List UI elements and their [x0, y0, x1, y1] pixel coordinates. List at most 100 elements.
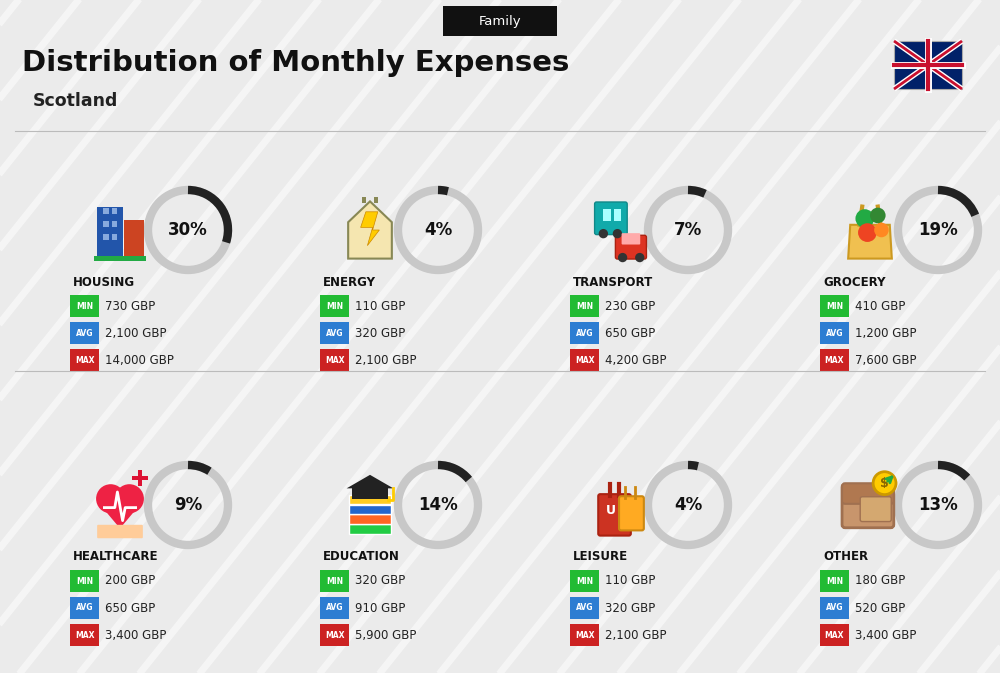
Text: AVG: AVG: [76, 328, 93, 337]
Text: 1,200 GBP: 1,200 GBP: [855, 326, 916, 339]
Text: Distribution of Monthly Expenses: Distribution of Monthly Expenses: [22, 49, 569, 77]
Text: 3,400 GBP: 3,400 GBP: [855, 629, 916, 641]
Text: MAX: MAX: [75, 631, 94, 639]
Text: 410 GBP: 410 GBP: [855, 299, 905, 312]
Text: $: $: [880, 476, 889, 490]
FancyBboxPatch shape: [132, 476, 148, 480]
FancyBboxPatch shape: [320, 295, 349, 317]
FancyBboxPatch shape: [70, 597, 99, 618]
FancyBboxPatch shape: [374, 197, 378, 203]
FancyBboxPatch shape: [112, 221, 117, 227]
Text: 910 GBP: 910 GBP: [355, 602, 405, 614]
Text: MAX: MAX: [575, 355, 594, 365]
Circle shape: [873, 472, 896, 495]
Text: 2,100 GBP: 2,100 GBP: [105, 326, 166, 339]
Text: OTHER: OTHER: [823, 551, 868, 563]
FancyBboxPatch shape: [97, 525, 143, 538]
FancyBboxPatch shape: [570, 349, 599, 371]
FancyBboxPatch shape: [603, 209, 611, 221]
FancyBboxPatch shape: [320, 597, 349, 618]
FancyBboxPatch shape: [103, 234, 109, 240]
FancyBboxPatch shape: [70, 625, 99, 646]
Text: AVG: AVG: [826, 328, 843, 337]
FancyBboxPatch shape: [70, 322, 99, 344]
Text: MAX: MAX: [75, 355, 94, 365]
FancyBboxPatch shape: [112, 208, 117, 215]
Circle shape: [96, 484, 125, 513]
FancyBboxPatch shape: [103, 208, 109, 215]
Text: MIN: MIN: [76, 302, 93, 310]
Text: 7%: 7%: [674, 221, 702, 239]
Text: 4%: 4%: [424, 221, 452, 239]
FancyBboxPatch shape: [860, 497, 891, 522]
FancyBboxPatch shape: [570, 570, 599, 592]
FancyBboxPatch shape: [820, 349, 849, 371]
Polygon shape: [361, 212, 379, 246]
Circle shape: [635, 253, 644, 262]
Text: LEISURE: LEISURE: [573, 551, 628, 563]
Text: 2,100 GBP: 2,100 GBP: [605, 629, 667, 641]
FancyBboxPatch shape: [615, 236, 646, 259]
Text: MIN: MIN: [576, 302, 593, 310]
Text: 14,000 GBP: 14,000 GBP: [105, 353, 174, 367]
FancyBboxPatch shape: [622, 233, 640, 244]
FancyBboxPatch shape: [320, 349, 349, 371]
FancyBboxPatch shape: [349, 505, 391, 514]
FancyBboxPatch shape: [349, 495, 391, 504]
FancyBboxPatch shape: [820, 597, 849, 618]
Text: 650 GBP: 650 GBP: [605, 326, 655, 339]
FancyBboxPatch shape: [320, 570, 349, 592]
Text: 13%: 13%: [918, 496, 958, 514]
FancyBboxPatch shape: [570, 597, 599, 618]
Text: MIN: MIN: [326, 577, 343, 586]
Text: HOUSING: HOUSING: [73, 275, 135, 289]
FancyBboxPatch shape: [570, 295, 599, 317]
FancyBboxPatch shape: [97, 207, 123, 258]
FancyBboxPatch shape: [112, 234, 117, 240]
FancyBboxPatch shape: [820, 322, 849, 344]
Text: TRANSPORT: TRANSPORT: [573, 275, 653, 289]
Text: 320 GBP: 320 GBP: [355, 326, 405, 339]
FancyBboxPatch shape: [570, 322, 599, 344]
Text: 650 GBP: 650 GBP: [105, 602, 155, 614]
FancyBboxPatch shape: [595, 202, 627, 235]
FancyBboxPatch shape: [349, 514, 391, 524]
Text: MIN: MIN: [76, 577, 93, 586]
FancyBboxPatch shape: [894, 41, 962, 89]
Text: 520 GBP: 520 GBP: [855, 602, 905, 614]
Text: 2,100 GBP: 2,100 GBP: [355, 353, 416, 367]
Circle shape: [618, 253, 627, 262]
Polygon shape: [347, 475, 393, 489]
FancyBboxPatch shape: [124, 219, 144, 258]
Text: Family: Family: [479, 15, 521, 28]
Circle shape: [115, 484, 144, 513]
Text: 230 GBP: 230 GBP: [605, 299, 655, 312]
Text: ENERGY: ENERGY: [323, 275, 376, 289]
FancyBboxPatch shape: [94, 256, 146, 261]
Text: MAX: MAX: [825, 355, 844, 365]
Circle shape: [613, 229, 622, 238]
FancyBboxPatch shape: [842, 483, 894, 504]
Circle shape: [858, 223, 877, 242]
FancyBboxPatch shape: [70, 349, 99, 371]
Text: 3,400 GBP: 3,400 GBP: [105, 629, 166, 641]
Text: MIN: MIN: [326, 302, 343, 310]
FancyBboxPatch shape: [352, 487, 388, 499]
Text: 9%: 9%: [174, 496, 202, 514]
Text: 110 GBP: 110 GBP: [355, 299, 405, 312]
FancyBboxPatch shape: [619, 496, 644, 530]
Text: AVG: AVG: [76, 604, 93, 612]
Text: 30%: 30%: [168, 221, 208, 239]
Text: AVG: AVG: [326, 328, 343, 337]
FancyBboxPatch shape: [70, 295, 99, 317]
Text: 5,900 GBP: 5,900 GBP: [355, 629, 416, 641]
FancyBboxPatch shape: [349, 524, 391, 534]
FancyBboxPatch shape: [570, 625, 599, 646]
Text: 7,600 GBP: 7,600 GBP: [855, 353, 916, 367]
Text: GROCERY: GROCERY: [823, 275, 886, 289]
Text: MIN: MIN: [576, 577, 593, 586]
Text: 4%: 4%: [674, 496, 702, 514]
FancyBboxPatch shape: [820, 295, 849, 317]
FancyBboxPatch shape: [138, 470, 142, 486]
FancyBboxPatch shape: [820, 570, 849, 592]
